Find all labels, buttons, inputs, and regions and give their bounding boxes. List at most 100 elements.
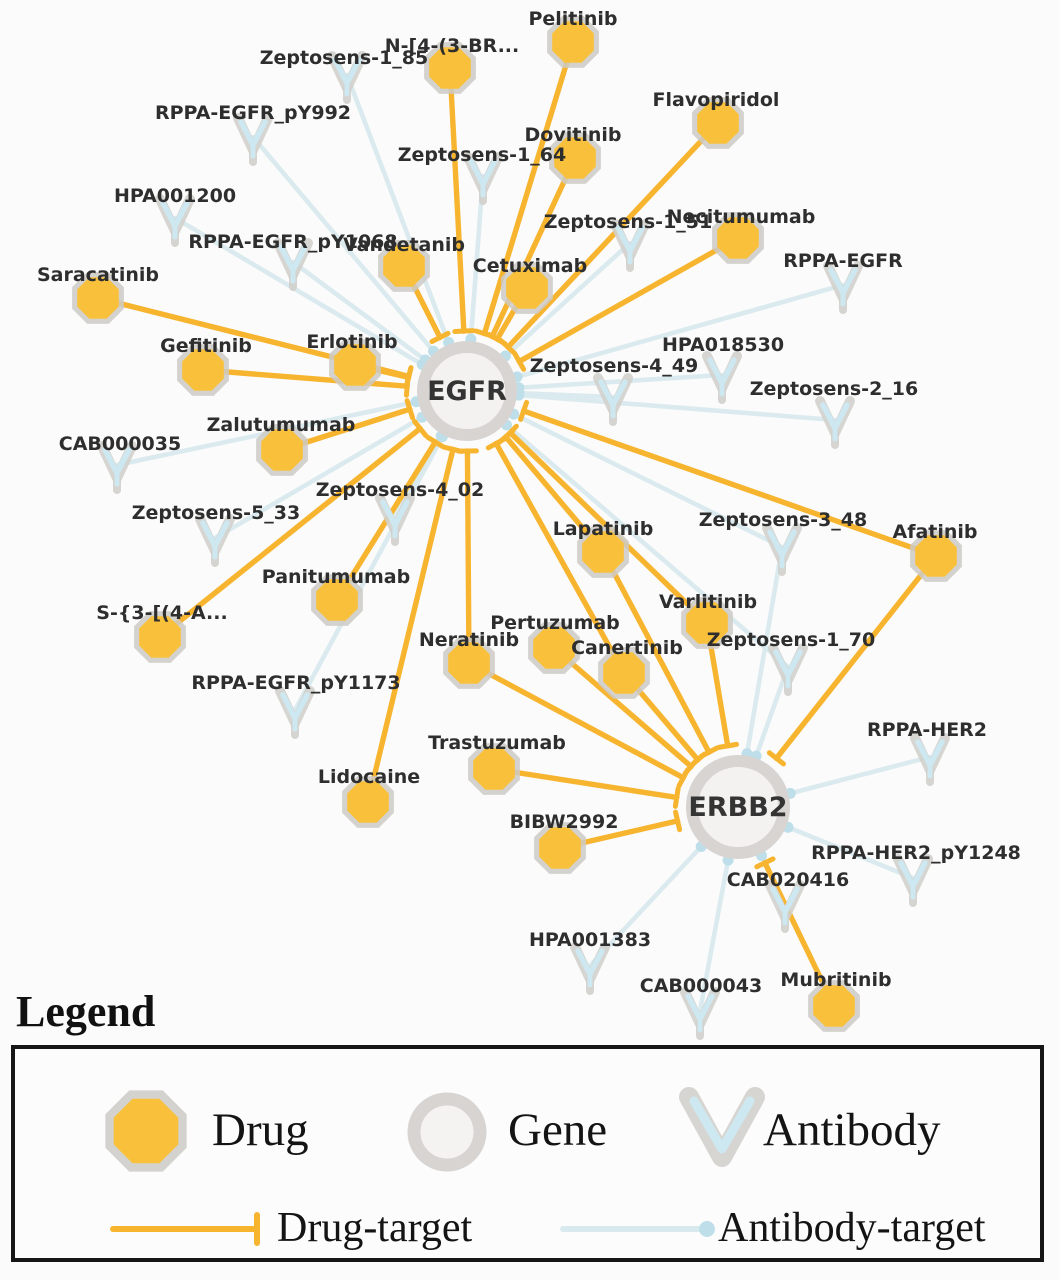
zeptosens_1_85-label: Zeptosens-1_85 xyxy=(260,47,428,69)
antibody-target-edge-rppa_egfr_py1173 xyxy=(292,434,445,713)
cab000043-label: CAB000043 xyxy=(640,975,762,997)
zalutumumab-label: Zalutumumab xyxy=(207,414,356,436)
antibody-node-hpa001200[interactable] xyxy=(155,194,195,247)
drug-node-lapatinib[interactable] xyxy=(577,526,629,578)
cetuximab-octagon xyxy=(506,267,548,309)
antibody-target-legend-label: Antibody-target xyxy=(718,1205,986,1251)
drug-node-varlitinib[interactable] xyxy=(681,597,733,649)
s_3_4_a-octagon xyxy=(139,616,181,658)
zalutumumab-octagon xyxy=(261,429,303,471)
antibody-node-zeptosens_1_85[interactable] xyxy=(327,51,367,104)
vandetanib-octagon xyxy=(383,245,425,287)
drug-target-edge-necitumumab xyxy=(516,235,741,365)
zeptosens_4_02-label: Zeptosens-4_02 xyxy=(316,479,484,501)
antibody-target-edge-zeptosens_2_16 xyxy=(516,392,838,423)
saracatinib-label: Saracatinib xyxy=(37,264,159,286)
antibody-node-rppa_her2_py1248[interactable] xyxy=(893,854,933,907)
drug-target-edge-pertuzumab xyxy=(551,645,694,770)
egfr-label: EGFR xyxy=(427,376,507,407)
drug-node-trastuzumab[interactable] xyxy=(468,743,520,795)
rppa_egfr-label: RPPA-EGFR xyxy=(783,250,903,272)
lidocaine-octagon xyxy=(347,781,389,823)
drug-target-tbar-zalutumumab xyxy=(404,398,416,421)
drug-node-mubritinib[interactable] xyxy=(808,980,860,1032)
legend-box: Drug Gene Antibody Drug-target Antibody-… xyxy=(11,1045,1044,1262)
antibody-target-edge-zeptosens_1_51 xyxy=(503,240,633,359)
antibody-node-cab000043[interactable] xyxy=(680,987,720,1040)
gene-legend-icon xyxy=(407,1092,487,1172)
gefitinib-label: Gefitinib xyxy=(160,335,252,357)
antibody-target-edge-rppa_her2 xyxy=(787,754,933,796)
antibody-node-hpa001383[interactable] xyxy=(570,942,610,995)
antibody-node-zeptosens_2_16[interactable] xyxy=(815,396,855,449)
drug-node-canertinib[interactable] xyxy=(598,647,650,699)
antibody-target-edge-rppa_egfr xyxy=(514,282,846,380)
drug-node-dovitinib[interactable] xyxy=(549,132,601,184)
drug-node-necitumumab[interactable] xyxy=(712,212,764,264)
antibody-node-zeptosens_4_02[interactable] xyxy=(375,493,415,546)
drug-node-zalutumumab[interactable] xyxy=(256,424,308,476)
drug-node-lidocaine[interactable] xyxy=(342,776,394,828)
drug-target-edge-trastuzumab xyxy=(491,766,680,801)
rppa_her2_py1248-label: RPPA-HER2_pY1248 xyxy=(811,842,1021,864)
gene-node-erbb2[interactable]: ERBB2 xyxy=(686,755,790,859)
drug-node-flavopiridol[interactable] xyxy=(692,97,744,149)
drug-node-pelitinib[interactable] xyxy=(547,16,599,68)
antibody-node-zeptosens_1_51[interactable] xyxy=(610,219,650,272)
zeptosens_5_33-label: Zeptosens-5_33 xyxy=(132,502,300,524)
drug-target-legend-edge xyxy=(110,1212,260,1246)
antibody-target-edge-hpa018530 xyxy=(516,372,725,391)
neratinib-label: Neratinib xyxy=(419,629,519,651)
antibody-node-cab020416[interactable] xyxy=(765,880,805,933)
drug-node-panitumumab[interactable] xyxy=(311,574,363,626)
drug-target-tbar-panitumumab xyxy=(425,434,446,450)
antibody-node-cab000035[interactable] xyxy=(97,441,137,494)
antibody-node-rppa_egfr[interactable] xyxy=(823,261,863,314)
afatinib-octagon xyxy=(915,535,957,577)
antibody-node-zeptosens_1_70[interactable] xyxy=(768,643,808,696)
necitumumab-label: Necitumumab xyxy=(667,206,816,228)
drug-node-pertuzumab[interactable] xyxy=(528,622,580,674)
zeptosens_4_49-label: Zeptosens-4_49 xyxy=(530,355,698,377)
afatinib-label: Afatinib xyxy=(892,521,977,543)
lidocaine-label: Lidocaine xyxy=(318,766,420,788)
erbb2-label: ERBB2 xyxy=(688,792,787,823)
drug-legend-icon xyxy=(105,1090,187,1172)
drug-node-n_4_3_br[interactable] xyxy=(424,42,476,94)
cab020416-label: CAB020416 xyxy=(727,869,849,891)
drug-node-neratinib[interactable] xyxy=(443,637,495,689)
antibody-node-rppa_egfr_py1068[interactable] xyxy=(273,238,313,291)
gene-node-egfr[interactable]: EGFR xyxy=(417,341,517,441)
drug-target-edge-lapatinib xyxy=(600,549,712,755)
antibody-node-zeptosens_4_49[interactable] xyxy=(593,373,633,426)
drug-target-tbar-afatinib xyxy=(518,399,530,422)
rppa_egfr_py1068-label: RPPA-EGFR_pY1068 xyxy=(188,231,397,253)
zeptosens_1_70-label: Zeptosens-1_70 xyxy=(707,629,875,651)
antibody-node-rppa_egfr_py1173[interactable] xyxy=(275,686,315,739)
drug-node-bibw2992[interactable] xyxy=(534,822,586,874)
gene-legend-label: Gene xyxy=(508,1104,608,1156)
antibody-node-zeptosens_1_64[interactable] xyxy=(463,152,503,205)
drug-node-vandetanib[interactable] xyxy=(378,240,430,292)
drug-node-cetuximab[interactable] xyxy=(501,262,553,314)
panitumumab-label: Panitumumab xyxy=(262,566,410,588)
antibody-node-hpa018530[interactable] xyxy=(702,351,742,404)
drug-node-erlotinib[interactable] xyxy=(329,339,381,391)
antibody-target-edge-zeptosens_3_48 xyxy=(744,544,785,757)
drug-node-saracatinib[interactable] xyxy=(72,272,124,324)
drug-node-s_3_4_a[interactable] xyxy=(134,611,186,663)
antibody-node-rppa_her2[interactable] xyxy=(910,733,950,786)
antibody-node-rppa_egfr_py992[interactable] xyxy=(233,113,273,166)
drug-target-tbar-trastuzumab xyxy=(672,786,681,809)
antibody-target-legend-edge xyxy=(560,1221,715,1237)
mubritinib-label: Mubritinib xyxy=(780,969,891,991)
hpa001200-label: HPA001200 xyxy=(114,185,236,207)
antibody-node-zeptosens_5_33[interactable] xyxy=(195,514,235,567)
drug-target-edge-s_3_4_a xyxy=(157,425,423,640)
drug-node-gefitinib[interactable] xyxy=(177,344,229,396)
drug-node-afatinib[interactable] xyxy=(910,530,962,582)
pertuzumab-octagon xyxy=(533,627,575,669)
antibody-target-edge-zeptosens_1_70 xyxy=(504,422,791,670)
antibody-node-zeptosens_3_48[interactable] xyxy=(762,523,802,576)
